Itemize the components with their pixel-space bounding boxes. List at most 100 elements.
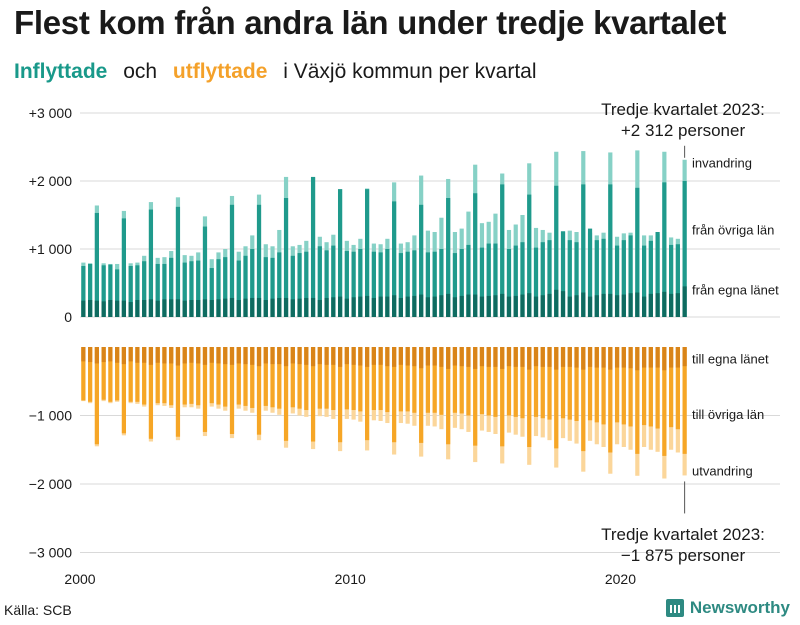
subtitle-inflyttade: Inflyttade (14, 60, 108, 83)
bar-out-other-county (108, 347, 113, 402)
bar-in-other-county (162, 263, 167, 317)
bar-in-other-county (459, 249, 464, 317)
bar-out-other-county (608, 347, 613, 453)
bar-out-other-county (317, 347, 322, 409)
bar-in-own-county (88, 300, 93, 317)
newsworthy-logo-icon (665, 599, 684, 617)
bar-out-other-county (641, 347, 647, 426)
bar-out-other-county (554, 347, 559, 449)
bar-out-other-county (189, 347, 194, 404)
bar-in-other-county (473, 193, 478, 317)
bar-in-other-county (628, 235, 633, 317)
bar-out-other-county (169, 347, 174, 406)
bar-out-other-county (466, 347, 471, 416)
bar-in-other-county (432, 251, 437, 317)
bar-in-own-county (216, 299, 221, 317)
bar-in-own-county (209, 300, 214, 317)
bar-out-own-county (581, 347, 586, 370)
bar-out-other-county (202, 347, 208, 432)
bar-in-other-county (155, 263, 160, 317)
bar-out-other-county (236, 347, 241, 405)
bar-out-own-county (317, 347, 322, 365)
y-tick-label: −2 000 (29, 476, 72, 492)
bar-out-own-county (473, 347, 478, 369)
bar-out-own-county (324, 347, 329, 365)
bar-in-other-county (547, 240, 552, 317)
bar-out-other-county (256, 347, 262, 435)
bar-out-other-county (486, 347, 491, 416)
bar-out-other-county (81, 347, 86, 401)
bar-out-other-county (162, 347, 167, 404)
bar-out-own-county (635, 347, 640, 371)
bar-out-own-county (608, 347, 613, 370)
chart-subtitle: Inflyttade och utflyttade i Växjö kommun… (14, 60, 547, 84)
bar-in-own-county (142, 300, 147, 317)
bar-in-other-county (378, 252, 383, 317)
bar-out-own-county (297, 347, 302, 365)
bar-out-other-county (297, 347, 302, 409)
bar-in-other-county (385, 249, 390, 317)
bar-out-other-county (94, 347, 99, 445)
annotation-in-label: Tredje kvartalet 2023: (601, 100, 765, 119)
bar-out-other-county (371, 347, 376, 411)
bar-in-other-county (682, 181, 687, 317)
bar-out-other-county (331, 347, 336, 411)
bar-out-own-county (392, 347, 397, 367)
bar-in-other-county (202, 226, 208, 317)
bar-out-other-county (277, 347, 282, 409)
y-tick-label: +2 000 (29, 173, 72, 189)
bar-in-own-county (412, 295, 417, 317)
bar-out-other-county (459, 347, 464, 414)
bar-out-own-county (682, 347, 687, 367)
bar-out-own-county (169, 347, 174, 364)
bar-out-own-county (614, 347, 620, 368)
bar-out-other-county (223, 347, 228, 407)
y-tick-label: −1 000 (29, 408, 72, 424)
bar-out-own-county (142, 347, 147, 363)
bar-out-other-county (669, 347, 674, 428)
bar-out-other-county (398, 347, 403, 412)
bar-in-other-county (635, 187, 640, 317)
bar-in-other-county (554, 185, 559, 317)
bar-in-own-county (655, 293, 660, 317)
bar-out-own-county (283, 347, 289, 367)
bar-in-other-county (500, 184, 505, 317)
bar-in-other-county (581, 184, 586, 317)
bar-out-own-county (506, 347, 512, 367)
bar-out-own-county (358, 347, 363, 366)
bar-in-own-county (243, 298, 248, 317)
bar-out-other-county (513, 347, 518, 417)
bar-in-other-county (290, 255, 295, 317)
bar-out-own-county (256, 347, 262, 367)
bar-in-other-county (648, 240, 653, 317)
bar-in-other-county (405, 251, 410, 317)
bar-in-own-county (452, 297, 458, 317)
bar-in-other-county (446, 198, 451, 317)
bar-in-own-county (419, 294, 424, 317)
bar-in-own-county (351, 297, 356, 317)
y-tick-label: −3 000 (29, 545, 72, 561)
bar-in-own-county (547, 293, 552, 317)
bar-out-other-county (473, 347, 478, 446)
bar-in-own-county (479, 296, 485, 317)
bar-out-other-county (574, 347, 579, 421)
bar-out-own-county (365, 347, 370, 367)
bar-out-other-county (243, 347, 248, 406)
bar-out-own-county (560, 347, 566, 367)
bar-in-own-county (263, 300, 268, 317)
bar-out-own-county (371, 347, 376, 365)
bar-in-own-county (608, 293, 613, 317)
bar-in-own-county (392, 295, 397, 317)
bar-in-other-county (520, 242, 525, 317)
x-tick-label: 2020 (605, 571, 636, 587)
bar-out-other-county (142, 347, 147, 405)
bar-out-other-county (115, 347, 120, 401)
y-tick-label: +3 000 (29, 105, 72, 121)
bar-in-own-county (297, 298, 302, 317)
bar-out-own-county (202, 347, 208, 365)
bar-in-own-county (648, 293, 653, 317)
bar-in-own-county (385, 296, 390, 317)
bar-out-own-county (223, 347, 228, 365)
bar-in-own-county (662, 291, 667, 317)
bar-in-other-county (506, 249, 512, 317)
